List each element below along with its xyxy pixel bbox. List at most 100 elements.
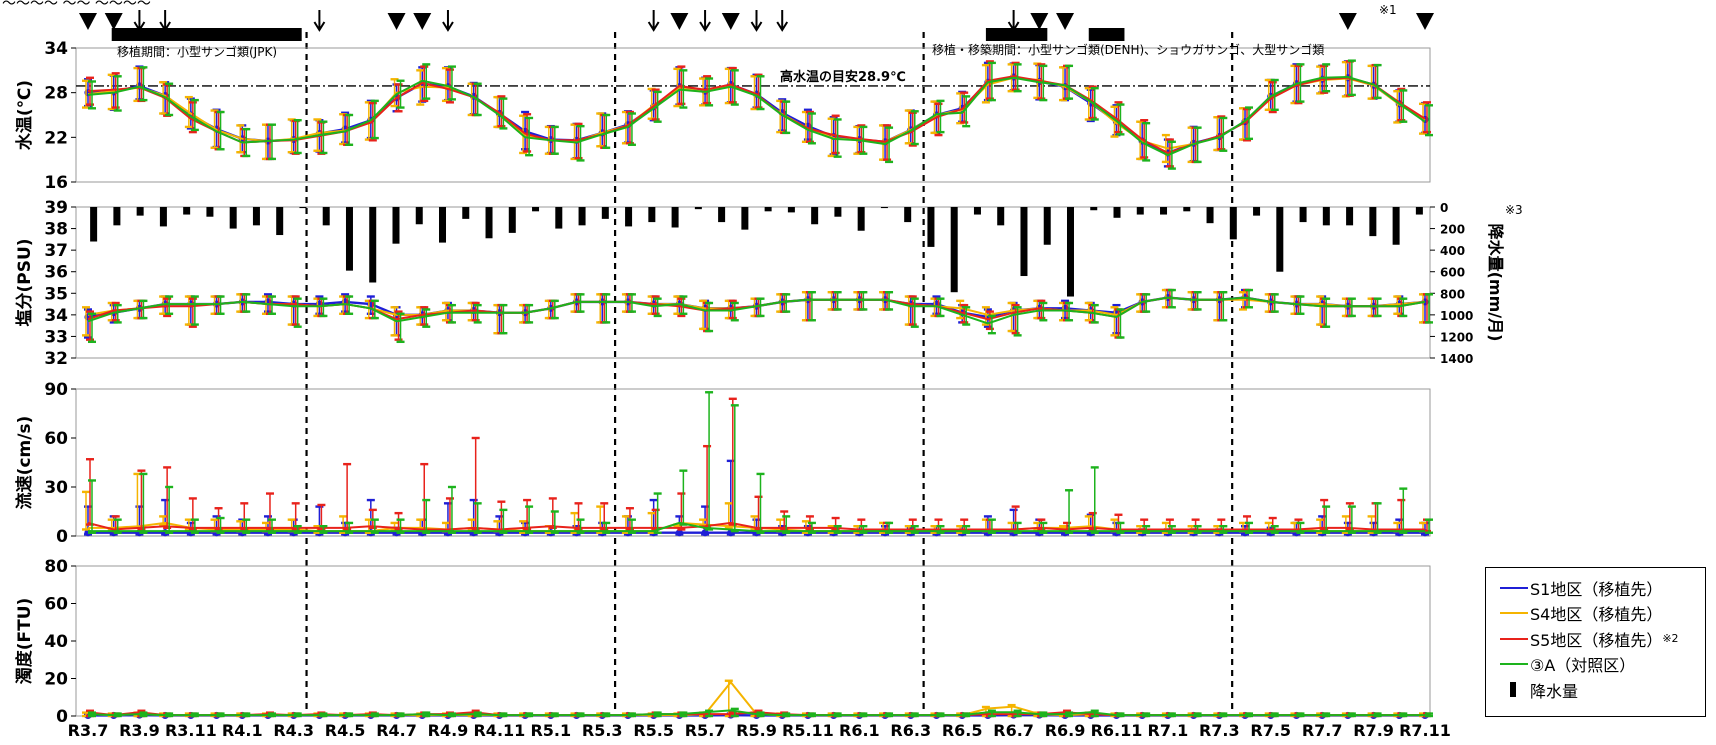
turbidity-a3-line bbox=[87, 709, 1425, 717]
turbidity-ytick-label-2: 40 bbox=[44, 632, 68, 652]
rain-bar-39 bbox=[997, 207, 1005, 226]
rain-bar-31 bbox=[811, 207, 819, 225]
rain-bar-19 bbox=[532, 207, 540, 212]
rain-bar-46 bbox=[1160, 207, 1168, 215]
transplant-period-bar-1 bbox=[985, 28, 1048, 41]
x-label-R4.1: R4.1 bbox=[222, 721, 263, 740]
rain-axis-label: 降水量(mm/月) bbox=[1486, 224, 1505, 342]
rain-bar-15 bbox=[439, 207, 447, 243]
salinity-series-s1 bbox=[84, 288, 1429, 339]
rain-bar-53 bbox=[1322, 207, 1330, 226]
annotation-transplant-denh: 移植・移築期間：小型サンゴ類(DENH)、ショウガサンゴ、大型サンゴ類 bbox=[932, 42, 1324, 57]
rain-bar-55 bbox=[1369, 207, 1377, 237]
x-label-R3.9: R3.9 bbox=[119, 721, 160, 740]
chart-legend: S1地区（移植先） S4地区（移植先） S5地区（移植先） ※2 ③A（対照区）… bbox=[1485, 567, 1706, 717]
x-label-R4.9: R4.9 bbox=[428, 721, 469, 740]
rain-bar-4 bbox=[183, 207, 191, 215]
legend-note-s5: ※2 bbox=[1662, 632, 1679, 646]
x-label-R5.5: R5.5 bbox=[633, 721, 674, 740]
x-label-R4.11: R4.11 bbox=[473, 721, 525, 740]
current-speed-ytick-label-0: 0 bbox=[56, 527, 68, 547]
note-marker-1: ※1 bbox=[1379, 3, 1397, 17]
rain-bar-34 bbox=[880, 207, 888, 209]
rain-bar-56 bbox=[1392, 207, 1400, 245]
rain-bar-20 bbox=[555, 207, 563, 229]
event-arrow-2 bbox=[313, 10, 326, 32]
legend-item-s5: S5地区（移植先） ※2 bbox=[1500, 626, 1705, 652]
rain-bar-6 bbox=[229, 207, 237, 229]
turbidity-ytick-label-0: 0 bbox=[56, 707, 68, 727]
transplant-period-bar-0 bbox=[111, 28, 302, 41]
rain-bar-27 bbox=[718, 207, 726, 223]
x-label-R5.7: R5.7 bbox=[685, 721, 726, 740]
rain-bar-54 bbox=[1346, 207, 1354, 226]
rain-bar-48 bbox=[1206, 207, 1214, 224]
water-temperature-ytick-label-2: 28 bbox=[44, 84, 68, 104]
current-speed-a3-line bbox=[88, 521, 1425, 533]
x-label-R6.3: R6.3 bbox=[890, 721, 931, 740]
rain-bar-30 bbox=[787, 207, 795, 213]
rain-ytick-label-2: 400 bbox=[1440, 244, 1465, 258]
turbidity-ytick-label-3: 60 bbox=[44, 595, 68, 615]
rain-ytick-label-7: 1400 bbox=[1440, 352, 1473, 366]
rain-ytick-label-4: 800 bbox=[1440, 287, 1465, 301]
rain-bar-41 bbox=[1043, 207, 1051, 245]
salinity-ytick-label-6: 38 bbox=[44, 220, 68, 240]
x-label-R6.5: R6.5 bbox=[942, 721, 983, 740]
rain-bar-3 bbox=[159, 207, 167, 227]
current-speed-ytick-label-3: 90 bbox=[44, 380, 68, 400]
rain-bar-14 bbox=[415, 207, 423, 225]
event-triangle-7 bbox=[1056, 13, 1075, 30]
turbidity-series-a3 bbox=[87, 707, 1433, 718]
event-arrow-5 bbox=[699, 10, 711, 32]
legend-label-s1: S1地区（移植先） bbox=[1530, 579, 1663, 599]
x-label-R7.11: R7.11 bbox=[1399, 721, 1451, 740]
current-speed-s1-point-23 bbox=[675, 529, 683, 537]
rain-ytick-label-3: 600 bbox=[1440, 266, 1465, 280]
x-label-R5.3: R5.3 bbox=[582, 721, 623, 740]
current-speed-ylabel: 流速(cm/s) bbox=[14, 416, 35, 510]
rain-bar-26 bbox=[694, 207, 702, 210]
legend-swatch-s5 bbox=[1500, 637, 1528, 640]
panel-turbidity: 0 20 40 60 80 濁度(FTU) bbox=[14, 557, 1433, 727]
current-speed-s1-point-24 bbox=[701, 529, 709, 537]
event-triangle-4 bbox=[670, 13, 689, 30]
annotation-transplant-jpk: 移植期間：小型サンゴ類(JPK) bbox=[117, 44, 277, 59]
panel-water-temperature: 16 22 28 34 水温(℃) 高水温の目安28.9℃ 移植期間：小型サンゴ類(JPK)… bbox=[14, 39, 1433, 193]
salinity-series-a3 bbox=[87, 288, 1433, 344]
rain-ytick-label-0: 0 bbox=[1440, 201, 1448, 215]
event-arrow-7 bbox=[776, 10, 789, 32]
current-speed-series-s4 bbox=[82, 472, 1427, 534]
x-label-R6.7: R6.7 bbox=[993, 721, 1034, 740]
transplant-period-bar-2 bbox=[1088, 28, 1125, 41]
current-speed-series-s5 bbox=[86, 397, 1431, 533]
event-arrow-4 bbox=[647, 10, 660, 32]
x-label-R7.1: R7.1 bbox=[1148, 721, 1189, 740]
rain-bar-37 bbox=[950, 207, 958, 293]
water-temperature-ytick-label-3: 34 bbox=[44, 39, 68, 59]
panel-current-speed: 0 30 60 90 流速(cm/s) bbox=[14, 380, 1433, 547]
x-label-R5.11: R5.11 bbox=[782, 721, 834, 740]
rain-bar-17 bbox=[485, 207, 493, 239]
x-label-R7.9: R7.9 bbox=[1353, 721, 1394, 740]
rain-bar-50 bbox=[1253, 207, 1261, 216]
water-temperature-ylabel: 水温(℃) bbox=[14, 80, 35, 150]
legend-swatch-rain bbox=[1510, 682, 1516, 698]
event-arrow-6 bbox=[750, 10, 763, 32]
legend-label-s5: S5地区（移植先） bbox=[1530, 630, 1663, 650]
x-label-R6.11: R6.11 bbox=[1091, 721, 1143, 740]
legend-item-s1: S1地区（移植先） bbox=[1500, 575, 1705, 601]
legend-item-rain: 降水量 bbox=[1500, 677, 1705, 703]
current-speed-ytick-label-1: 30 bbox=[44, 478, 68, 498]
salinity-ytick-label-2: 34 bbox=[44, 306, 68, 326]
turbidity-ytick-label-1: 20 bbox=[44, 670, 68, 690]
water-temperature-series-s4 bbox=[82, 60, 1427, 164]
x-label-R6.9: R6.9 bbox=[1045, 721, 1086, 740]
event-triangle-2 bbox=[387, 13, 406, 30]
rain-bar-42 bbox=[1066, 207, 1074, 297]
rain-bar-18 bbox=[508, 207, 516, 233]
salinity-ytick-label-5: 37 bbox=[44, 241, 68, 261]
x-label-R4.7: R4.7 bbox=[376, 721, 417, 740]
rain-bar-32 bbox=[834, 207, 842, 217]
